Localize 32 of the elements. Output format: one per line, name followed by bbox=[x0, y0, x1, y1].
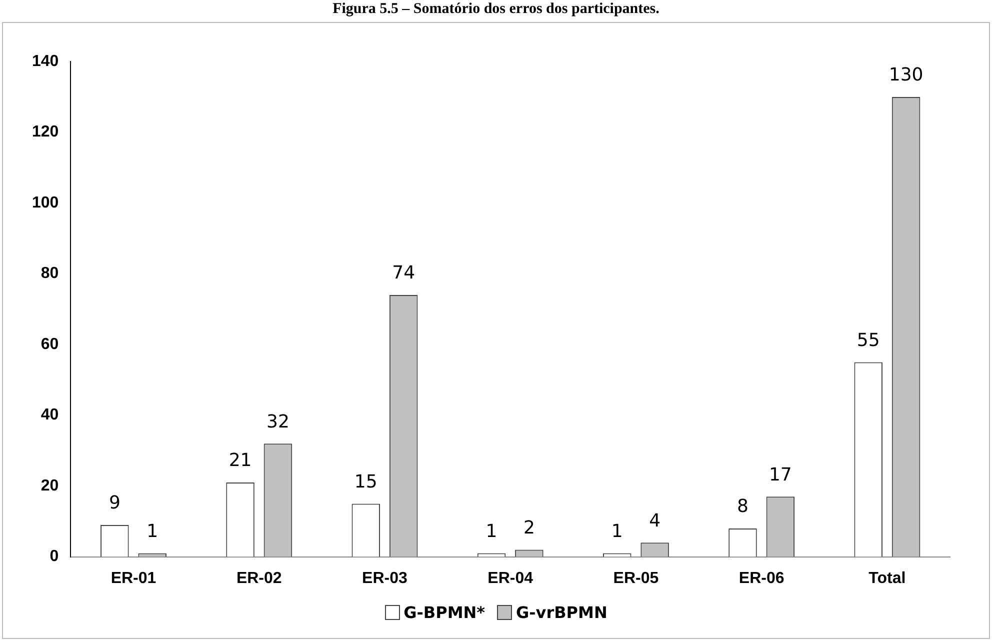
y-tick-label: 80 bbox=[40, 265, 59, 282]
data-label: 4 bbox=[649, 510, 661, 532]
x-tick-label: ER-01 bbox=[110, 570, 156, 587]
chart-title: Figura 5.5 – Somatório dos erros dos participantes. bbox=[332, 1, 660, 18]
data-label: 9 bbox=[108, 492, 120, 514]
x-tick-label: ER-04 bbox=[488, 570, 534, 587]
y-tick-label: 60 bbox=[40, 336, 59, 353]
data-label: 55 bbox=[856, 330, 880, 351]
x-tick-label: ER-05 bbox=[613, 570, 659, 587]
y-tick-label: 120 bbox=[32, 124, 59, 141]
data-label: 8 bbox=[737, 496, 748, 518]
y-tick-label: 40 bbox=[40, 406, 59, 424]
x-tick-label: ER-03 bbox=[362, 570, 408, 587]
y-tick-label: 0 bbox=[50, 548, 59, 566]
data-label: 1 bbox=[611, 520, 623, 542]
data-label: 15 bbox=[354, 471, 378, 492]
x-tick-label: Total bbox=[868, 570, 906, 587]
data-label: 32 bbox=[266, 411, 290, 432]
data-label: 2 bbox=[523, 517, 535, 538]
y-tick-label: 140 bbox=[32, 53, 59, 70]
legend-label: G-vrBPMN bbox=[516, 603, 608, 622]
y-tick-label: 100 bbox=[32, 194, 59, 212]
data-label: 130 bbox=[888, 64, 924, 86]
y-tick-label: 20 bbox=[40, 477, 59, 494]
x-tick-label: ER-02 bbox=[236, 570, 282, 587]
data-label: 1 bbox=[486, 520, 498, 542]
data-label: 21 bbox=[228, 450, 252, 472]
data-label: 17 bbox=[768, 464, 792, 486]
data-label: 74 bbox=[392, 262, 416, 284]
text: G-BPMN* bbox=[404, 603, 486, 622]
x-tick-label: ER-06 bbox=[738, 570, 784, 587]
data-label: 1 bbox=[146, 520, 158, 542]
